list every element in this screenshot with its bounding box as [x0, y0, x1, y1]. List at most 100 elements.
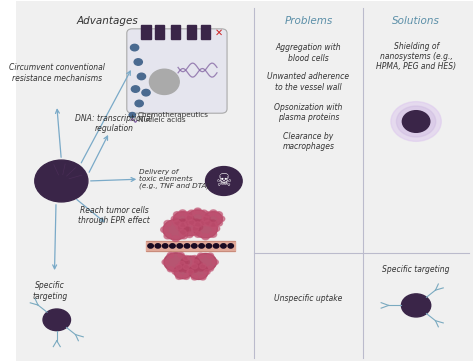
- Circle shape: [206, 167, 242, 195]
- Text: Opsonization with
plasma proteins: Opsonization with plasma proteins: [274, 103, 343, 122]
- Circle shape: [185, 215, 193, 221]
- Circle shape: [161, 227, 168, 232]
- Text: ✕: ✕: [215, 28, 223, 38]
- Circle shape: [194, 220, 202, 226]
- Circle shape: [35, 160, 88, 202]
- Circle shape: [176, 264, 182, 269]
- Text: Reach tumor cells
through EPR effect: Reach tumor cells through EPR effect: [78, 206, 150, 225]
- Text: Specific
targeting: Specific targeting: [32, 281, 67, 301]
- Circle shape: [173, 220, 181, 226]
- Circle shape: [210, 232, 217, 237]
- Circle shape: [167, 267, 173, 272]
- Circle shape: [200, 275, 206, 280]
- Text: Shielding of
nanosystems (e.g.,
HPMA, PEG and HES): Shielding of nanosystems (e.g., HPMA, PE…: [376, 42, 456, 71]
- Circle shape: [180, 256, 201, 272]
- Bar: [187, 25, 196, 39]
- Text: Clearance by
macrophages: Clearance by macrophages: [283, 132, 335, 151]
- Circle shape: [396, 106, 436, 137]
- FancyBboxPatch shape: [127, 29, 227, 113]
- Circle shape: [43, 309, 71, 331]
- Bar: [141, 25, 151, 39]
- Circle shape: [167, 252, 173, 257]
- Circle shape: [183, 260, 190, 265]
- Circle shape: [184, 212, 192, 218]
- Circle shape: [215, 220, 222, 226]
- Circle shape: [179, 222, 186, 228]
- Circle shape: [189, 264, 208, 279]
- Circle shape: [210, 222, 217, 228]
- Circle shape: [163, 220, 189, 240]
- Circle shape: [204, 212, 211, 218]
- Circle shape: [173, 212, 192, 226]
- Circle shape: [191, 226, 199, 231]
- Circle shape: [210, 220, 217, 226]
- Circle shape: [210, 210, 217, 216]
- Circle shape: [402, 111, 430, 132]
- Circle shape: [194, 222, 201, 228]
- Circle shape: [179, 261, 185, 266]
- Circle shape: [129, 113, 136, 118]
- Circle shape: [198, 253, 204, 258]
- Circle shape: [215, 212, 222, 218]
- Circle shape: [163, 244, 168, 248]
- Ellipse shape: [149, 69, 179, 94]
- Circle shape: [172, 236, 180, 241]
- Circle shape: [212, 260, 219, 265]
- Circle shape: [186, 232, 193, 237]
- Circle shape: [170, 244, 175, 248]
- Circle shape: [173, 212, 181, 218]
- Circle shape: [401, 294, 431, 317]
- Circle shape: [130, 44, 139, 51]
- Circle shape: [148, 244, 154, 248]
- Circle shape: [391, 102, 441, 141]
- Text: Circumvent conventional
resistance mechanisms: Circumvent conventional resistance mecha…: [9, 63, 105, 83]
- Circle shape: [192, 230, 200, 235]
- Circle shape: [142, 89, 150, 96]
- Circle shape: [196, 261, 202, 266]
- Text: Chemotherapeutics: Chemotherapeutics: [138, 112, 209, 118]
- Circle shape: [202, 234, 209, 240]
- Circle shape: [171, 216, 179, 222]
- Circle shape: [187, 269, 193, 274]
- Circle shape: [204, 212, 222, 226]
- Circle shape: [183, 256, 189, 261]
- Circle shape: [183, 268, 189, 272]
- Text: Aggregation with
blood cells: Aggregation with blood cells: [276, 43, 341, 63]
- Circle shape: [180, 220, 188, 226]
- Circle shape: [221, 244, 226, 248]
- Circle shape: [131, 86, 140, 92]
- Circle shape: [164, 253, 188, 272]
- Circle shape: [200, 264, 206, 269]
- Text: Solutions: Solutions: [392, 16, 440, 26]
- Circle shape: [188, 220, 195, 226]
- Text: Problems: Problems: [284, 16, 333, 26]
- Circle shape: [179, 219, 201, 236]
- Text: Advantages: Advantages: [76, 16, 138, 26]
- Circle shape: [180, 233, 188, 239]
- Text: DNA: transcriptional
regulation: DNA: transcriptional regulation: [75, 114, 153, 133]
- Circle shape: [228, 244, 234, 248]
- Circle shape: [177, 244, 182, 248]
- Circle shape: [191, 244, 197, 248]
- Circle shape: [194, 219, 218, 238]
- Circle shape: [186, 217, 193, 223]
- Bar: [171, 25, 180, 39]
- Circle shape: [206, 244, 211, 248]
- Circle shape: [218, 216, 225, 222]
- Circle shape: [213, 244, 219, 248]
- FancyBboxPatch shape: [146, 240, 235, 251]
- Circle shape: [195, 224, 203, 230]
- Circle shape: [204, 220, 211, 226]
- Circle shape: [164, 220, 171, 226]
- FancyBboxPatch shape: [9, 0, 474, 362]
- Text: Delivery of
toxic elements
(e.g., TNF and DTA): Delivery of toxic elements (e.g., TNF an…: [139, 169, 210, 189]
- Circle shape: [200, 210, 208, 216]
- Circle shape: [184, 220, 192, 226]
- Circle shape: [202, 216, 209, 222]
- Text: Unwanted adherence
to the vessel wall: Unwanted adherence to the vessel wall: [267, 72, 350, 92]
- Bar: [155, 25, 164, 39]
- Circle shape: [155, 244, 161, 248]
- Circle shape: [204, 269, 210, 274]
- Bar: [201, 25, 210, 39]
- Circle shape: [203, 215, 210, 221]
